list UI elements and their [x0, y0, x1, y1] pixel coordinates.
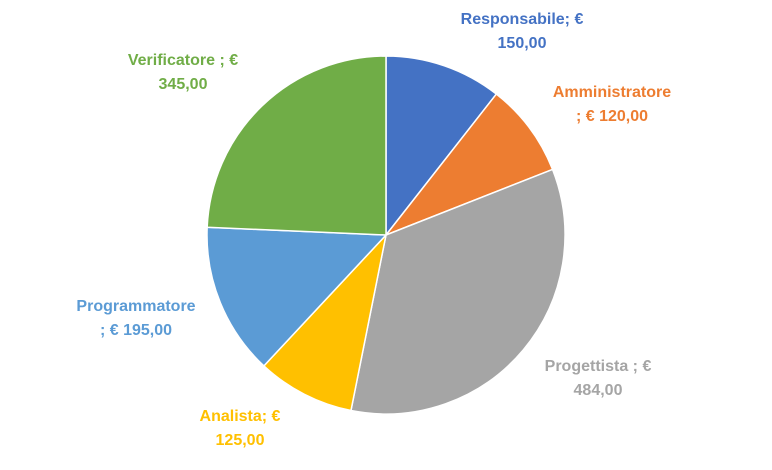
- pie-slice-progettista: [350, 168, 566, 415]
- data-label-verificatore: Verificatore ; € 345,00: [128, 52, 238, 93]
- data-label-line: 345,00: [159, 76, 208, 93]
- data-label-line: Amministratore: [553, 84, 671, 101]
- pie-slice-verificatore: [206, 55, 387, 236]
- data-label-line: Progettista ; €: [545, 358, 652, 375]
- data-label-line: Verificatore ; €: [128, 52, 238, 69]
- pie-slice-responsabile: [385, 55, 498, 236]
- pie-slices: [206, 55, 566, 415]
- data-label-line: Programmatore: [76, 298, 195, 315]
- data-label-programmatore: Programmatore ; € 195,00: [76, 298, 195, 339]
- data-label-line: ; € 195,00: [100, 322, 172, 339]
- data-label-line: ; € 120,00: [576, 108, 648, 125]
- data-label-analista: Analista; € 125,00: [200, 408, 281, 449]
- data-label-line: Responsabile; €: [461, 11, 584, 28]
- data-label-line: 150,00: [498, 35, 547, 52]
- pie-slice-analista: [263, 234, 387, 412]
- data-label-progettista: Progettista ; € 484,00: [545, 358, 652, 399]
- data-label-line: 125,00: [216, 432, 265, 449]
- data-label-amministratore: Amministratore ; € 120,00: [553, 84, 671, 125]
- pie-slice-programmatore: [206, 226, 387, 367]
- data-label-line: Analista; €: [200, 408, 281, 425]
- data-label-responsabile: Responsabile; € 150,00: [461, 11, 584, 52]
- pie-slice-amministratore: [385, 93, 554, 236]
- pie-labels: Responsabile; € 150,00 Amministratore ; € 1…: [76, 11, 671, 449]
- data-label-line: 484,00: [574, 382, 623, 399]
